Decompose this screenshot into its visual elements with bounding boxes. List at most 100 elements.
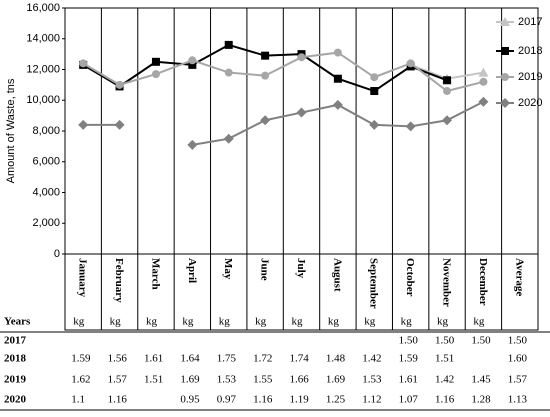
y-tick-label: 14,000 (26, 33, 60, 45)
point (223, 133, 234, 144)
legend-label: 2018 (518, 45, 542, 57)
unit-label: kg (473, 316, 485, 328)
table-cell: 1.51 (435, 353, 454, 365)
y-tick-label: 6,000 (32, 156, 60, 168)
unit-label: kg (437, 316, 449, 328)
point (333, 74, 342, 83)
table-cell: 1.72 (253, 353, 272, 365)
point (260, 115, 271, 126)
unit-label: kg (401, 316, 413, 328)
point (114, 119, 125, 130)
table-cell: 1.51 (144, 374, 163, 386)
table-cell: 1.42 (362, 353, 381, 365)
y-tick-label: 8,000 (32, 125, 60, 137)
table-cell: 1.19 (290, 394, 310, 406)
y-tick-label: 2,000 (32, 217, 60, 229)
table-cell: 1.16 (435, 394, 455, 406)
table-cell: 1.53 (362, 374, 382, 386)
x-tick-label: June (259, 258, 271, 281)
unit-label: kg (182, 316, 194, 328)
table-cell: 1.59 (71, 353, 91, 365)
point (370, 73, 379, 82)
row-year: 2019 (4, 374, 27, 386)
unit-label: kg (73, 316, 85, 328)
y-tick-label: 4,000 (32, 186, 60, 198)
table-cell: 1.74 (290, 353, 310, 365)
table-cell: 0.95 (180, 394, 200, 406)
point (442, 115, 453, 126)
table-cell: 1.64 (180, 353, 200, 365)
point (443, 76, 452, 85)
table-cell: 1.28 (471, 394, 491, 406)
point (405, 121, 416, 132)
point (224, 40, 233, 49)
point (478, 67, 489, 77)
table-cell: 1.60 (508, 353, 528, 365)
y-axis-label: Amount of Waste, tns (5, 78, 17, 183)
row-year: 2017 (4, 335, 27, 347)
table-cell: 1.55 (253, 374, 273, 386)
point (188, 60, 197, 69)
x-tick-label: November (441, 258, 453, 307)
legend-marker (500, 17, 510, 26)
table-cell: 1.50 (471, 335, 491, 347)
table-cell: 1.42 (435, 374, 454, 386)
series-line (82, 51, 484, 93)
table-cell: 1.53 (217, 374, 237, 386)
point (443, 87, 452, 96)
table-cell: 1.69 (180, 374, 200, 386)
point (296, 107, 307, 118)
table-header: Years (4, 316, 31, 328)
row-year: 2018 (4, 353, 27, 365)
point (478, 96, 489, 107)
table-cell: 1.16 (108, 394, 128, 406)
x-tick-label: February (113, 258, 125, 303)
point (370, 87, 379, 96)
table-cell: 1.07 (399, 394, 419, 406)
unit-label: kg (292, 316, 304, 328)
x-tick-label: September (368, 258, 380, 309)
point (115, 80, 124, 89)
legend-label: 2017 (518, 16, 542, 28)
table-cell: 1.57 (508, 374, 528, 386)
table-cell: 1.57 (108, 374, 128, 386)
point (224, 68, 233, 77)
table-cell: 1.62 (71, 374, 90, 386)
table-cell: 1.50 (435, 335, 455, 347)
legend-label: 2019 (518, 71, 542, 83)
y-tick-label: 12,000 (26, 63, 60, 75)
unit-label: kg (219, 316, 231, 328)
legend-marker (501, 73, 509, 81)
x-tick-label: October (404, 258, 416, 297)
unit-label: kg (328, 316, 340, 328)
point (333, 48, 342, 57)
table-cell: 1.1 (71, 394, 85, 406)
legend-marker (501, 47, 509, 55)
point (151, 70, 160, 79)
table-cell: 1.45 (471, 374, 491, 386)
x-tick-label: July (295, 258, 307, 279)
point (188, 56, 197, 65)
legend-label: 2020 (518, 97, 542, 109)
table-cell: 1.59 (399, 353, 419, 365)
point (297, 53, 306, 62)
table-cell: 1.61 (144, 353, 163, 365)
point (187, 139, 198, 150)
y-tick-label: 10,000 (26, 94, 60, 106)
point (261, 51, 270, 60)
x-tick-label: May (222, 258, 234, 280)
x-tick-label: January (77, 258, 89, 298)
y-tick-label: 16,000 (26, 2, 60, 14)
table-cell: 1.61 (399, 374, 418, 386)
plot-frame (64, 7, 539, 331)
table-cell: 1.56 (108, 353, 128, 365)
unit-label: kg (255, 316, 267, 328)
table-cell: 0.97 (217, 394, 237, 406)
point (479, 77, 488, 86)
table-cell: 1.12 (362, 394, 381, 406)
row-year: 2020 (4, 394, 27, 406)
point (369, 119, 380, 130)
point (78, 119, 89, 130)
legend-marker (500, 98, 510, 108)
